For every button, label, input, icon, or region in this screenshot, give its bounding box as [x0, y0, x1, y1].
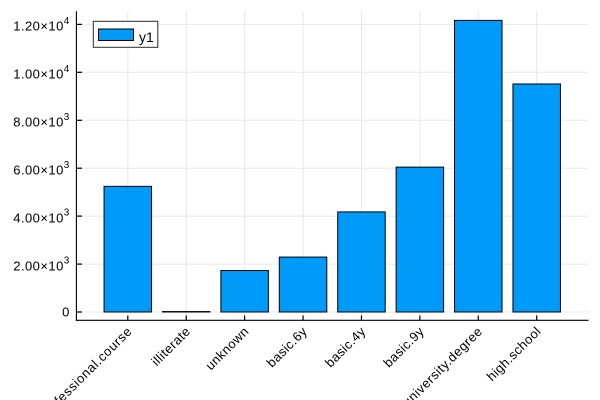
- svg-text:6.00×103: 6.00×103: [13, 160, 70, 178]
- svg-text:4.00×103: 4.00×103: [13, 208, 70, 226]
- svg-text:0: 0: [62, 304, 70, 319]
- svg-text:8.00×103: 8.00×103: [13, 112, 70, 130]
- svg-text:2.00×103: 2.00×103: [13, 256, 70, 274]
- svg-text:1.00×104: 1.00×104: [13, 64, 70, 82]
- svg-text:y1: y1: [139, 29, 154, 45]
- svg-text:1.20×104: 1.20×104: [13, 16, 70, 34]
